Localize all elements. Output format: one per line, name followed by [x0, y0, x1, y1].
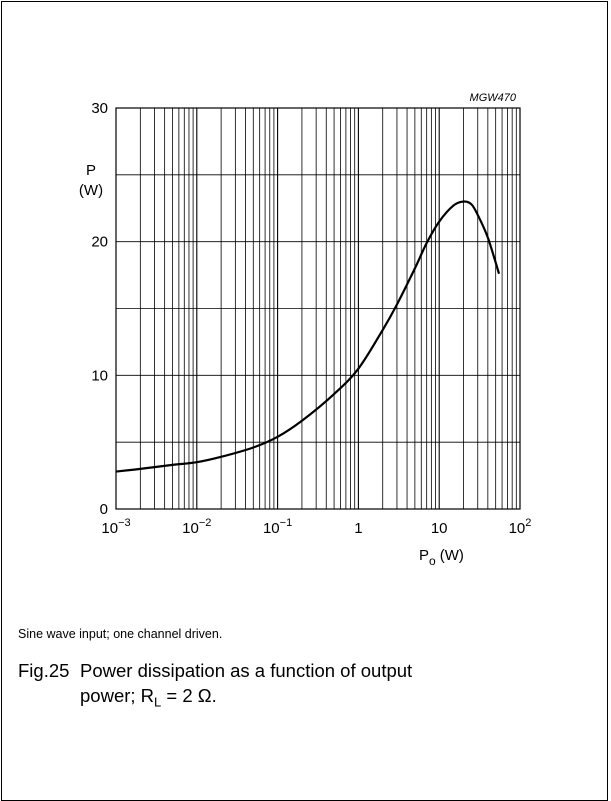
x-tick-exponent: −3 — [118, 517, 131, 529]
x-axis-label-symbol: P — [419, 547, 429, 564]
x-tick-base: 10 — [182, 520, 199, 537]
y-tick-labels: 0 10 20 30 — [91, 100, 108, 518]
x-tick-label: 10−2 — [182, 517, 211, 537]
y-tick-label: 0 — [100, 501, 108, 518]
x-tick-exponent: −2 — [199, 517, 212, 529]
x-tick-label: 102 — [509, 517, 532, 537]
x-axis-label: Po (W) — [419, 547, 464, 568]
figure-number: Fig.25 — [18, 660, 70, 681]
x-tick-exponent: 2 — [525, 517, 531, 529]
figure-caption: Fig.25 Power dissipation as a function of… — [18, 658, 578, 715]
x-tick-labels: 10−3 10−2 10−1 1 10 102 — [101, 517, 531, 537]
x-tick-label: 10−1 — [263, 517, 292, 537]
x-tick-label: 1 — [354, 520, 362, 537]
y-axis-label-unit: (W) — [79, 182, 103, 199]
x-tick-base: 10 — [101, 520, 118, 537]
y-axis-label-symbol: P — [86, 162, 96, 179]
y-tick-label: 10 — [91, 367, 108, 384]
x-tick-label: 10−3 — [101, 517, 130, 537]
caption-line-2-value: = 2 Ω. — [161, 685, 217, 706]
caption-line-2-subscript: L — [154, 694, 162, 710]
caption-line-1: Power dissipation as a function of outpu… — [80, 660, 413, 681]
x-tick-exponent: −1 — [280, 517, 293, 529]
x-tick-base: 10 — [431, 520, 448, 537]
x-axis-label-subscript: o — [429, 554, 436, 568]
y-tick-label: 20 — [91, 234, 108, 251]
x-tick-base: 10 — [509, 520, 526, 537]
figure-note: Sine wave input; one channel driven. — [18, 627, 223, 641]
grid — [116, 108, 520, 509]
figure-code: MGW470 — [470, 92, 517, 104]
x-tick-base: 10 — [263, 520, 280, 537]
y-tick-label: 30 — [91, 100, 108, 117]
caption-line-2-text: power; R — [80, 685, 155, 706]
x-axis-label-unit: (W) — [440, 547, 464, 564]
plot-area-border — [115, 107, 521, 510]
dissipation-curve — [115, 200, 501, 473]
x-tick-base: 1 — [354, 520, 362, 537]
x-tick-label: 10 — [431, 520, 448, 537]
